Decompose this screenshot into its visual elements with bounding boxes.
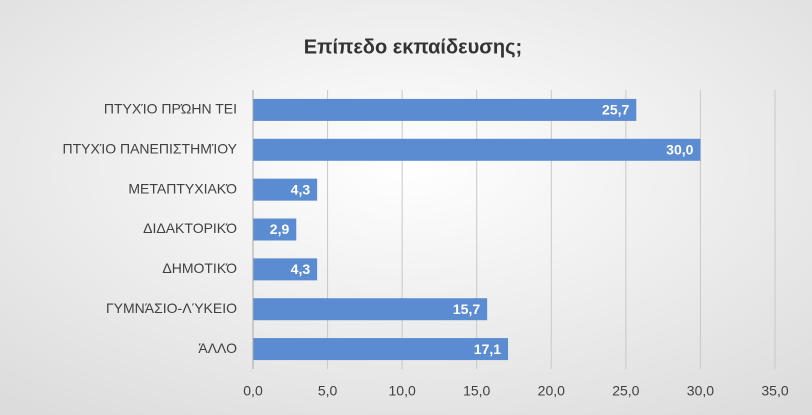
y-tick-label: ΠΤΥΧΊΟ ΠΡΏΗΝ ΤΕΙ (104, 101, 237, 117)
value-label: 17,1 (474, 341, 501, 357)
bar (253, 178, 318, 201)
bar (253, 98, 637, 121)
x-tick-label: 0,0 (243, 383, 263, 399)
y-tick-label: ΆΛΛΟ (198, 340, 237, 356)
value-label: 15,7 (453, 301, 480, 317)
value-label: 4,3 (291, 181, 311, 197)
y-tick-label: ΓΥΜΝΆΣΙΟ-ΛΎΚΕΙΟ (106, 300, 237, 316)
x-tick-label: 5,0 (318, 383, 338, 399)
x-tick-label: 15,0 (463, 383, 490, 399)
y-tick-label: ΠΤΥΧΊΟ ΠΑΝΕΠΙΣΤΗΜΊΟΥ (62, 140, 237, 156)
bar (253, 138, 701, 161)
y-tick-label: ΔΗΜΟΤΙΚΌ (162, 260, 237, 276)
value-label: 30,0 (666, 141, 693, 157)
value-label: 4,3 (291, 261, 311, 277)
bar (253, 218, 297, 241)
x-tick-label: 20,0 (538, 383, 565, 399)
x-tick-label: 25,0 (612, 383, 639, 399)
x-tick-label: 30,0 (687, 383, 714, 399)
x-tick-label: 35,0 (761, 383, 788, 399)
chart-title: Επίπεδο εκπαίδευσης; (304, 36, 522, 58)
bar (253, 258, 318, 281)
bar (253, 338, 509, 361)
x-tick-label: 10,0 (389, 383, 416, 399)
value-label: 25,7 (602, 102, 629, 118)
y-tick-label: ΜΕΤΑΠΤΥΧΙΑΚΌ (128, 180, 237, 196)
value-label: 2,9 (270, 221, 290, 237)
y-tick-label: ΔΙΔΑΚΤΟΡΙΚΌ (143, 220, 237, 236)
bar (253, 298, 488, 321)
